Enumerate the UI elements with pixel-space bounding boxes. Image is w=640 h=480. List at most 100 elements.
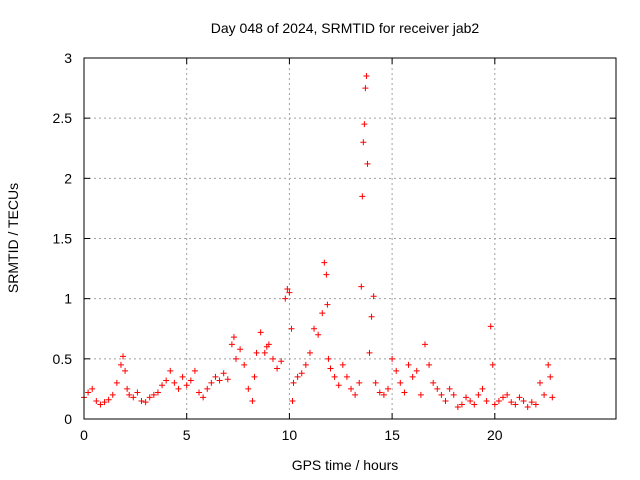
data-point xyxy=(257,329,264,336)
data-point xyxy=(289,397,296,404)
data-point xyxy=(319,310,326,317)
data-point xyxy=(372,379,379,386)
data-point xyxy=(532,401,539,408)
data-point xyxy=(216,377,223,384)
data-point xyxy=(397,379,404,386)
data-point xyxy=(159,382,166,389)
data-point xyxy=(413,367,420,374)
y-tick-label: 1.5 xyxy=(53,231,73,247)
data-point xyxy=(120,353,127,360)
data-point xyxy=(204,385,211,392)
ticks-layer xyxy=(83,57,616,420)
data-point xyxy=(361,121,368,128)
data-point xyxy=(117,361,124,368)
y-tick-label: 0.5 xyxy=(53,351,73,367)
data-point xyxy=(458,401,465,408)
data-point xyxy=(467,397,474,404)
data-point xyxy=(500,394,507,401)
data-point xyxy=(138,397,145,404)
data-point xyxy=(282,295,289,302)
data-point xyxy=(405,361,412,368)
data-point xyxy=(230,334,237,341)
data-point xyxy=(321,259,328,266)
data-point xyxy=(265,341,272,348)
data-point xyxy=(249,397,256,404)
data-points xyxy=(81,73,556,410)
data-point xyxy=(113,379,120,386)
data-point xyxy=(368,313,375,320)
data-point xyxy=(290,379,297,386)
data-point xyxy=(315,331,322,338)
data-point xyxy=(358,283,365,290)
data-point xyxy=(124,385,131,392)
data-point xyxy=(356,379,363,386)
data-point xyxy=(524,403,531,410)
data-point xyxy=(150,391,157,398)
data-point xyxy=(504,391,511,398)
data-point xyxy=(409,373,416,380)
data-point xyxy=(335,382,342,389)
data-point xyxy=(146,394,153,401)
data-point xyxy=(463,394,470,401)
data-point xyxy=(339,361,346,368)
data-point xyxy=(376,389,383,396)
x-tick-label: 10 xyxy=(282,427,298,443)
data-point xyxy=(224,376,231,383)
data-point xyxy=(89,385,96,392)
data-point xyxy=(359,193,366,200)
data-point xyxy=(479,385,486,392)
data-point xyxy=(171,379,178,386)
data-point xyxy=(109,391,116,398)
data-point xyxy=(302,361,309,368)
labels-layer: 0 5 10 15 20 0 0.5 1 1.5 2 2.5 3 xyxy=(53,50,503,443)
data-point xyxy=(167,367,174,374)
data-point xyxy=(284,286,291,293)
data-point xyxy=(331,373,338,380)
data-point xyxy=(163,377,170,384)
data-point xyxy=(512,401,519,408)
data-point xyxy=(487,323,494,330)
data-point xyxy=(220,370,227,377)
data-point xyxy=(364,160,371,167)
data-point xyxy=(401,389,408,396)
data-point xyxy=(306,349,313,356)
data-point xyxy=(421,341,428,348)
x-tick-label: 0 xyxy=(80,427,88,443)
data-point xyxy=(541,391,548,398)
data-point xyxy=(495,397,502,404)
data-point xyxy=(134,389,141,396)
data-point xyxy=(366,349,373,356)
data-point xyxy=(93,397,100,404)
data-point xyxy=(434,385,441,392)
data-point xyxy=(393,367,400,374)
data-point xyxy=(380,391,387,398)
data-point xyxy=(212,373,219,380)
data-point xyxy=(385,385,391,392)
data-point xyxy=(454,403,461,410)
data-point xyxy=(430,379,437,386)
data-point xyxy=(191,367,198,374)
x-tick-label: 20 xyxy=(487,427,503,443)
data-point xyxy=(446,385,453,392)
data-point xyxy=(233,355,239,362)
y-axis-label: SRMTID / TECUs xyxy=(5,183,21,293)
data-point xyxy=(489,361,496,368)
data-point xyxy=(311,325,318,332)
data-point xyxy=(288,325,295,332)
data-point xyxy=(516,394,523,401)
data-point xyxy=(253,349,260,356)
data-point xyxy=(528,399,535,406)
x-tick-label: 15 xyxy=(384,427,400,443)
data-point xyxy=(286,289,293,296)
data-point xyxy=(196,389,203,396)
data-point xyxy=(491,401,498,408)
data-point xyxy=(241,361,248,368)
data-point xyxy=(323,271,330,278)
data-point xyxy=(343,373,350,380)
data-point xyxy=(360,139,367,146)
data-point xyxy=(520,397,527,404)
x-tick-label: 5 xyxy=(183,427,191,443)
data-point xyxy=(450,391,457,398)
data-point xyxy=(547,373,554,380)
